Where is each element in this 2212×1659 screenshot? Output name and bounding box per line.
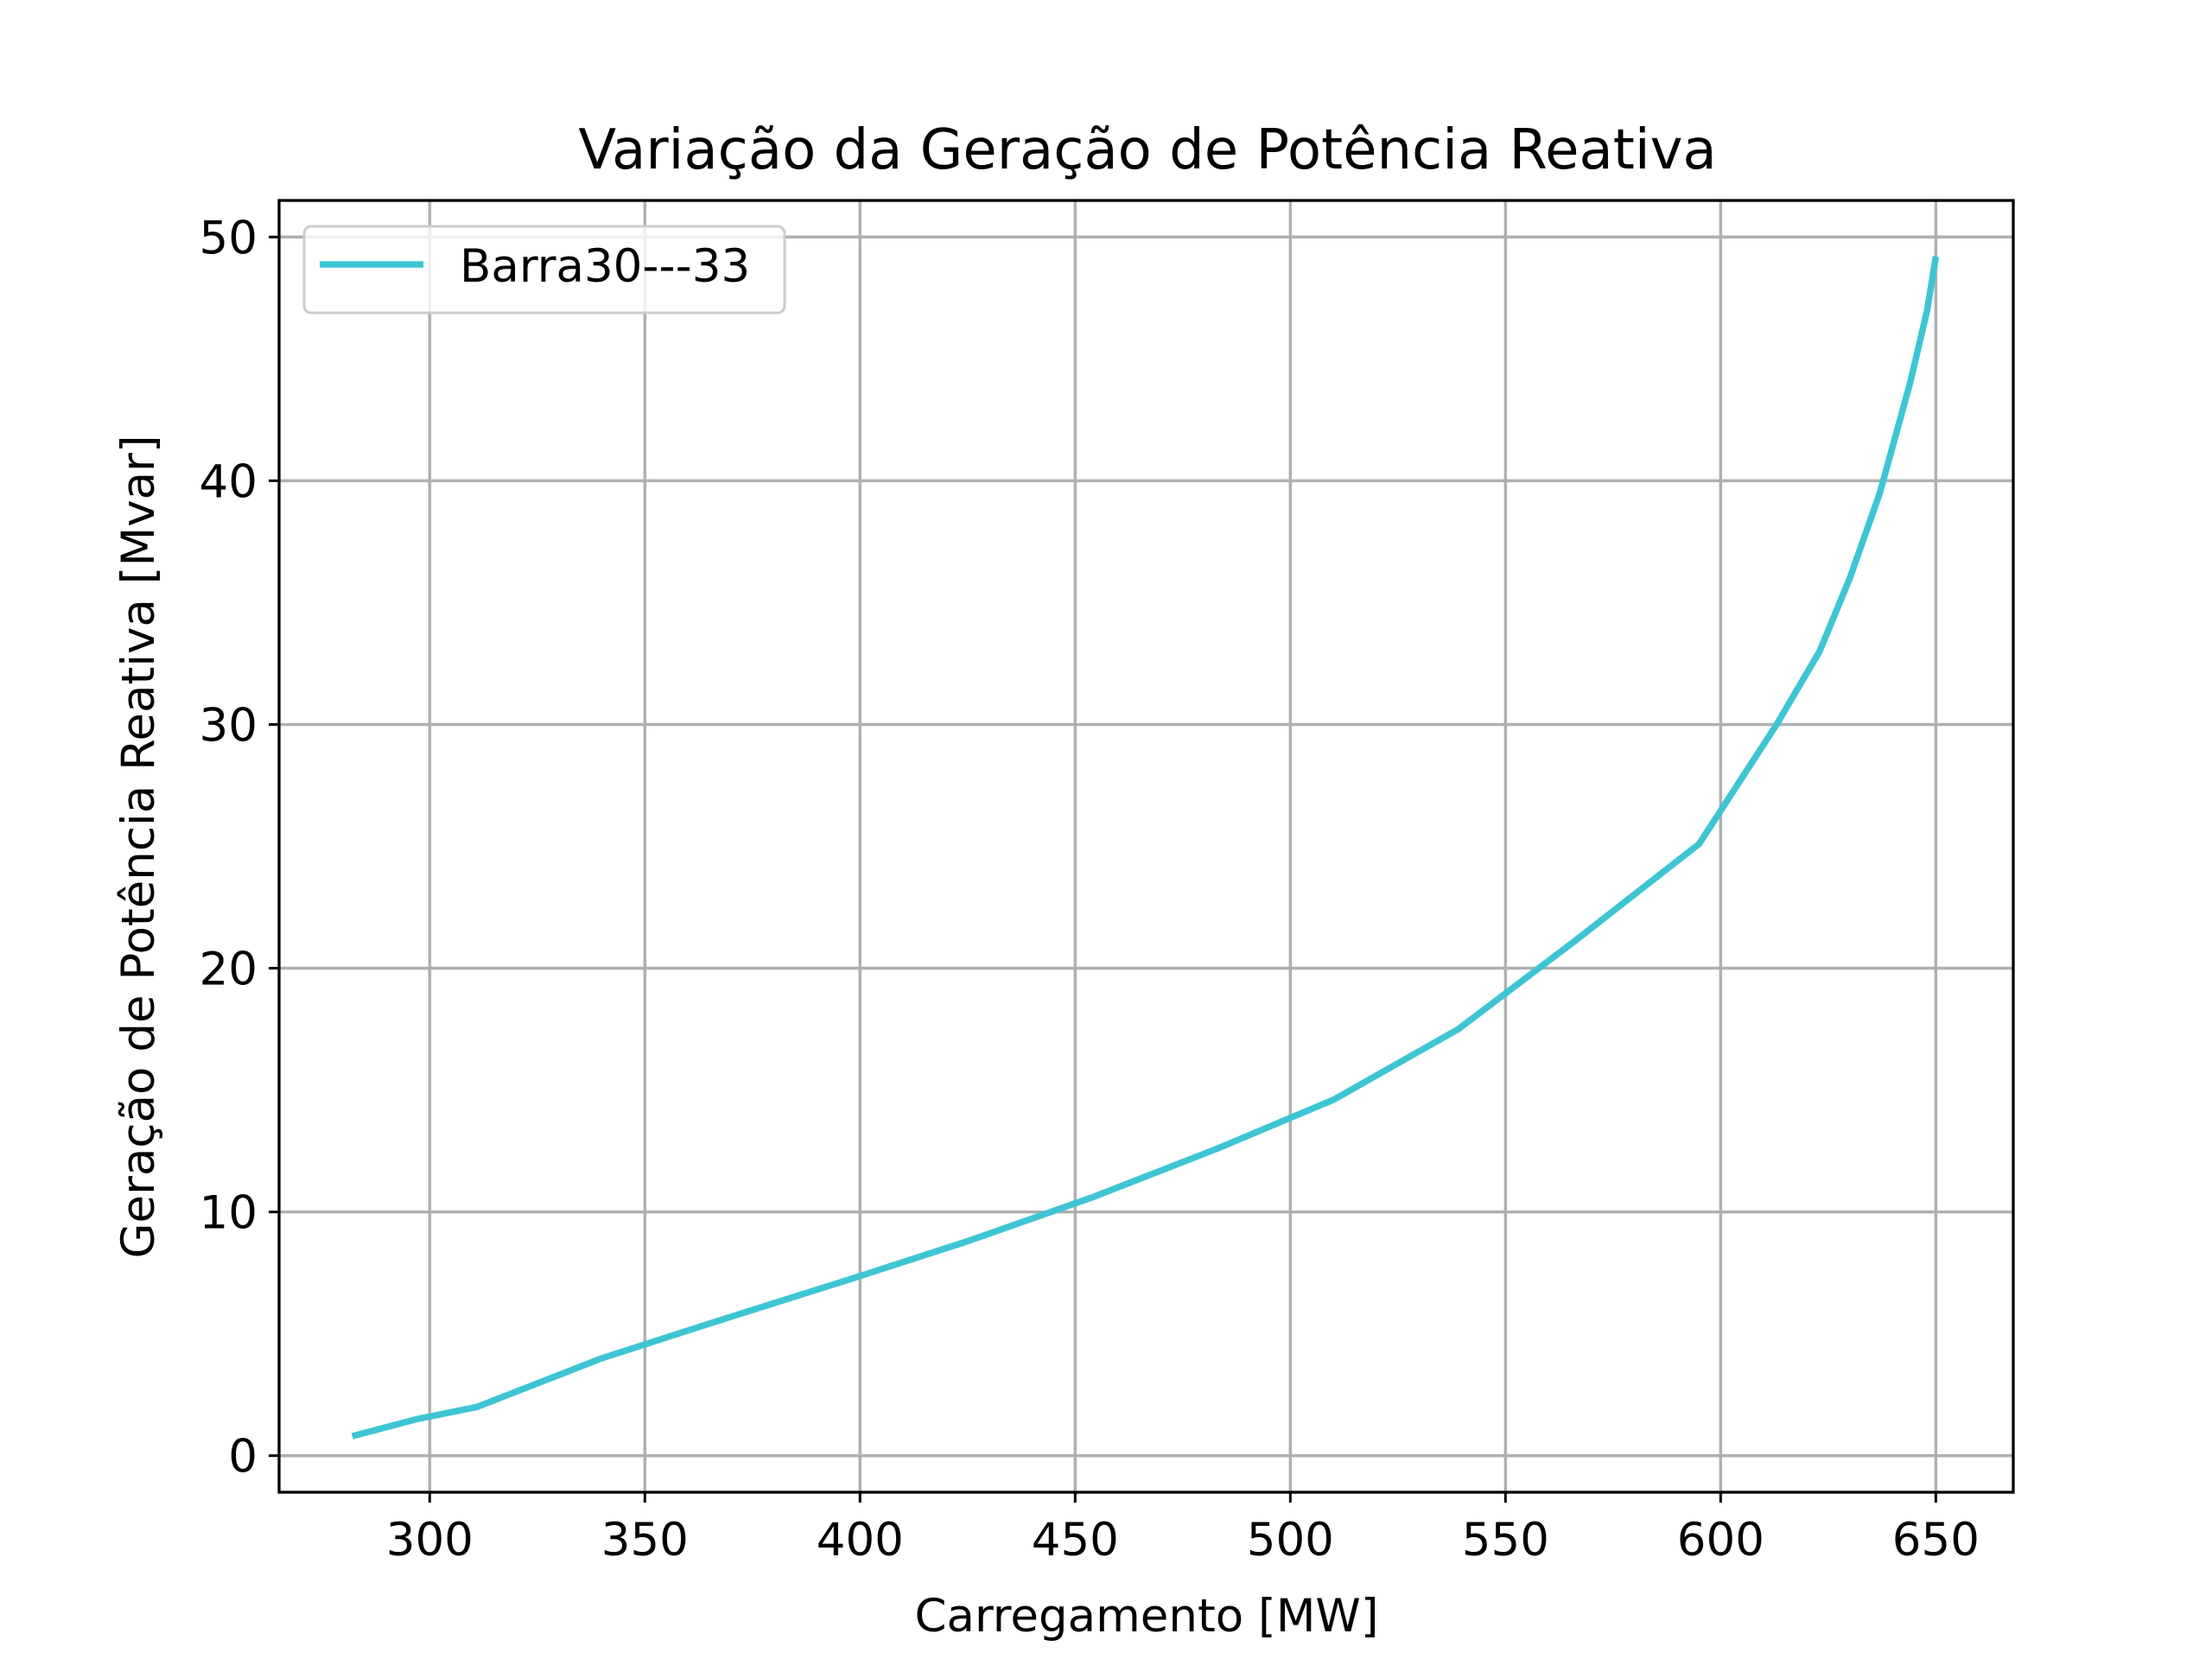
x-tick-label: 350 xyxy=(601,1514,689,1567)
y-axis: 0 10 20 30 40 50 xyxy=(200,212,279,1484)
series-line-barra30-33 xyxy=(351,256,1940,1440)
axes-frame xyxy=(277,199,2015,1494)
chart-title: Variação da Geração de Potência Reativa xyxy=(578,118,1716,182)
x-axis: 300 350 400 450 500 550 600 650 xyxy=(386,1492,1980,1567)
legend-label-barra30-33: Barra30---33 xyxy=(460,240,750,293)
y-tick-label: 30 xyxy=(200,699,257,752)
y-tick-label: 20 xyxy=(200,944,257,996)
y-tick-label: 10 xyxy=(200,1187,257,1240)
x-tick-label: 400 xyxy=(817,1514,904,1567)
y-tick-label: 0 xyxy=(228,1431,257,1484)
x-tick-label: 450 xyxy=(1032,1514,1119,1567)
x-axis-label: Carregamento [MW] xyxy=(914,1590,1378,1643)
y-tick-label: 50 xyxy=(200,212,257,264)
x-tick-label: 650 xyxy=(1892,1514,1980,1567)
x-tick-label: 300 xyxy=(386,1514,474,1567)
grid xyxy=(279,200,2013,1492)
x-tick-label: 550 xyxy=(1462,1514,1549,1567)
legend: Barra30---33 xyxy=(302,225,786,315)
y-axis-label: Geração de Potência Reativa [Mvar] xyxy=(112,435,165,1258)
legend-box xyxy=(302,225,786,315)
y-tick-label: 40 xyxy=(200,455,257,508)
x-tick-label: 600 xyxy=(1677,1514,1764,1567)
series-layer xyxy=(351,256,1940,1440)
x-tick-label: 500 xyxy=(1247,1514,1334,1567)
